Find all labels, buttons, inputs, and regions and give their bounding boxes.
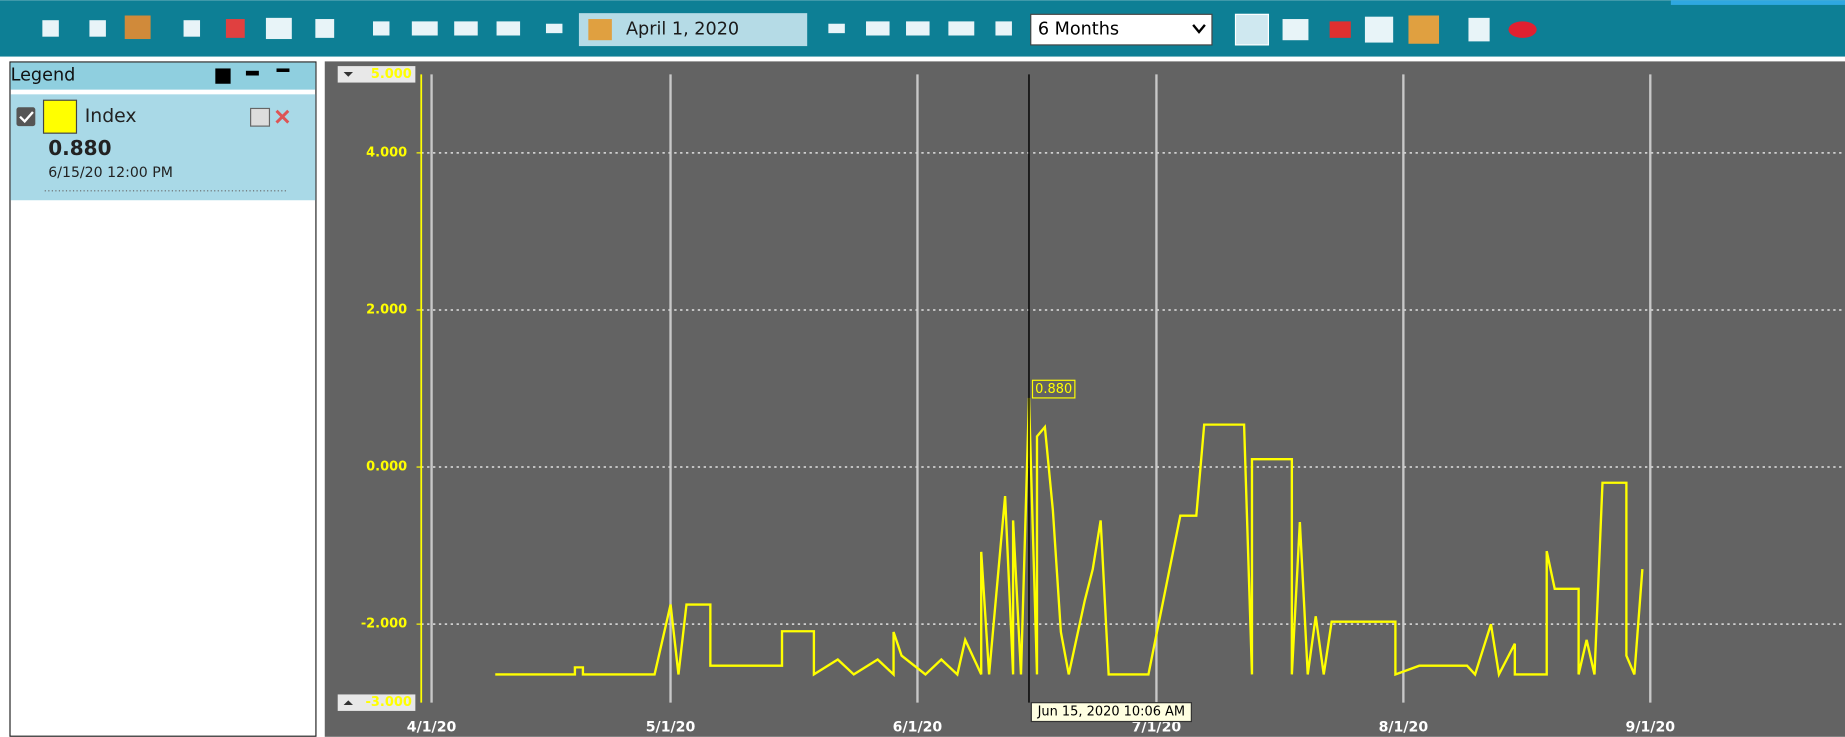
legend-collapse-btn[interactable]	[276, 68, 290, 72]
legend-series-name: Index	[85, 106, 137, 127]
fwd-7-icon[interactable]	[906, 21, 930, 36]
x-tick-label: 9/1/20	[1626, 719, 1676, 735]
chart-area	[324, 61, 1845, 737]
date-text: April 1, 2020	[626, 20, 739, 40]
fwd-1-icon[interactable]	[866, 21, 890, 36]
y-tick-label: 4.000	[366, 145, 407, 160]
x-tick-label: 8/1/20	[1379, 719, 1429, 735]
series-line	[495, 397, 1644, 679]
select-caret	[1192, 24, 1206, 34]
ylim-box	[337, 66, 416, 83]
legend-title: Legend	[11, 66, 76, 86]
cursor-value-box	[1031, 379, 1076, 399]
y-tick-label: 0.000	[366, 460, 407, 475]
x-tick-label: 4/1/20	[407, 719, 457, 735]
y-tick-label: 2.000	[366, 302, 407, 317]
ylim-label: -3.000	[366, 695, 412, 710]
map-icon[interactable]	[1408, 15, 1440, 44]
back-30-icon[interactable]	[411, 21, 438, 36]
plot: 4/1/20 5/1/20 6/1/20 7/1/20 8/1/20 9/1/20 4.00…	[337, 66, 1845, 735]
legend-checkbox[interactable]	[16, 107, 36, 127]
cursor-time-label: Jun 15, 2020 10:06 AM	[1037, 705, 1185, 720]
chart-view-icon[interactable]	[1234, 13, 1270, 46]
report-icon[interactable]	[315, 19, 335, 38]
legend-swatch	[42, 99, 78, 134]
legend-options-btn[interactable]	[250, 107, 271, 127]
ylim-arrow	[343, 71, 353, 77]
back-7-icon[interactable]	[454, 21, 478, 36]
x-tick-label: 6/1/20	[893, 719, 943, 735]
back-1-icon[interactable]	[496, 21, 521, 36]
thermo-icon[interactable]	[1364, 16, 1394, 43]
range-text: 6 Months	[1038, 20, 1119, 40]
legend-max-btn[interactable]	[215, 68, 231, 84]
y-tick-label: -2.000	[361, 617, 407, 632]
separator	[0, 56, 1845, 62]
toolbar-icons	[42, 13, 1537, 46]
fwd-30-icon[interactable]	[948, 21, 975, 36]
pdf-icon[interactable]	[225, 19, 245, 38]
ylim-box	[337, 694, 416, 711]
csv-icon[interactable]	[265, 17, 292, 40]
print-icon[interactable]	[183, 20, 201, 37]
x-tick-label: 7/1/20	[1132, 719, 1182, 735]
first-icon[interactable]	[373, 21, 390, 36]
table-view-icon[interactable]	[1282, 19, 1309, 41]
forward-icon[interactable]	[828, 23, 845, 34]
date-field[interactable]	[578, 13, 808, 47]
legend-header	[10, 62, 316, 90]
save-as-icon[interactable]	[89, 20, 106, 37]
legend-time: 6/15/20 12:00 PM	[48, 165, 173, 181]
legend-min-btn[interactable]	[245, 70, 259, 76]
ylim-label: 5.000	[371, 67, 412, 82]
back-icon[interactable]	[545, 23, 563, 34]
save-icon[interactable]	[42, 20, 59, 37]
x-tick-label: 5/1/20	[646, 719, 696, 735]
check-mark	[19, 111, 34, 124]
cursor-time-box	[1030, 702, 1192, 723]
alert-icon[interactable]	[1508, 21, 1537, 38]
top-stripe	[1670, 0, 1845, 5]
calendar-icon	[588, 19, 612, 41]
ylim-arrow	[343, 700, 353, 706]
sum-icon[interactable]	[1468, 17, 1490, 42]
range-select[interactable]	[1030, 13, 1213, 46]
last-icon[interactable]	[995, 21, 1012, 36]
list-icon[interactable]	[1329, 21, 1351, 38]
legend-remove-btn[interactable]	[275, 109, 290, 124]
cursor-value-label: 0.880	[1035, 382, 1072, 397]
legend-value: 0.880	[48, 136, 111, 160]
export-icon[interactable]	[124, 15, 151, 40]
